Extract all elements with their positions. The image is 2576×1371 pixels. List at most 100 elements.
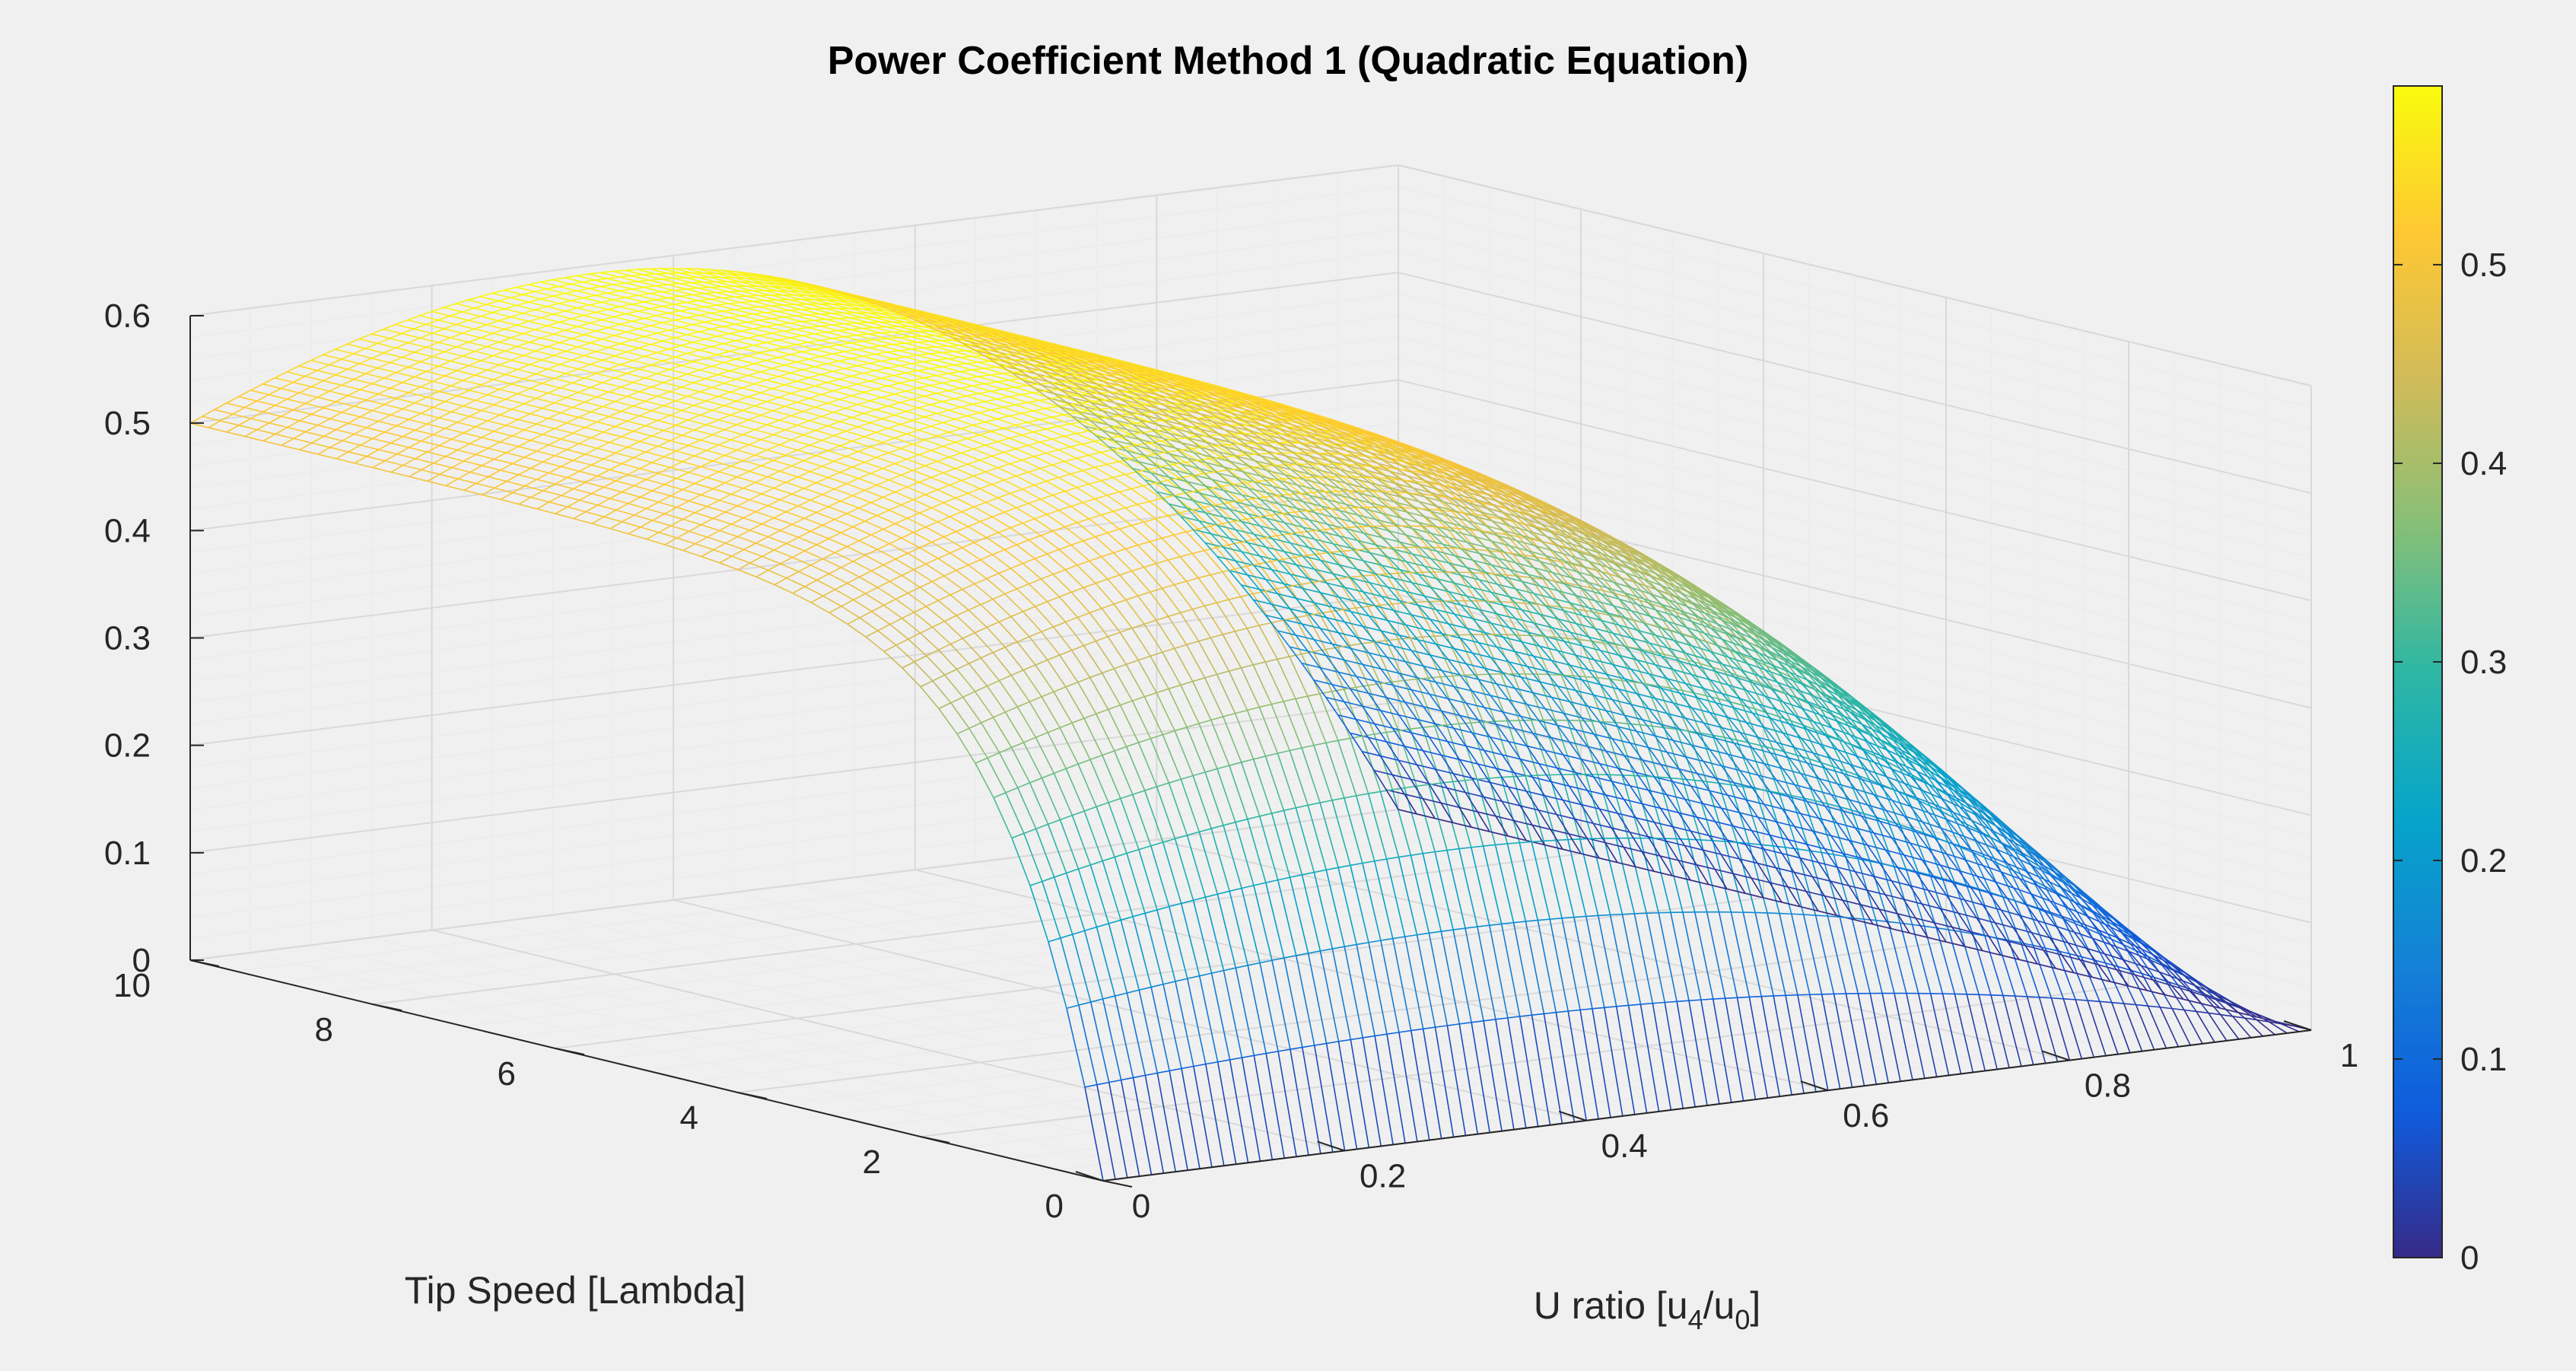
mesh-line: [591, 464, 610, 471]
mesh-line: [908, 638, 927, 657]
mesh-line: [649, 279, 668, 285]
mesh-line: [765, 300, 784, 306]
mesh-line: [597, 475, 616, 482]
mesh-line: [680, 326, 699, 332]
mesh-line: [1023, 833, 1043, 882]
mesh-line: [907, 486, 926, 495]
mesh-line: [316, 370, 336, 376]
mesh-line: [664, 513, 683, 520]
mesh-line: [681, 386, 701, 393]
mesh-line: [828, 538, 848, 548]
grid-minor: [235, 819, 1445, 972]
mesh-line: [1162, 651, 1181, 686]
mesh-line: [771, 317, 790, 324]
mesh-line: [809, 397, 828, 404]
mesh-line: [226, 402, 245, 409]
mesh-line: [1058, 549, 1078, 566]
mesh-line: [730, 465, 750, 472]
mesh-line: [882, 441, 902, 450]
mesh-line: [972, 369, 991, 376]
mesh-line: [444, 307, 463, 313]
mesh-line: [1385, 858, 1406, 937]
mesh-line: [2086, 928, 2107, 964]
mesh-line: [1131, 571, 1151, 593]
mesh-line: [1101, 556, 1121, 576]
mesh-line: [948, 390, 967, 397]
mesh-line: [589, 288, 608, 294]
mesh-line: [758, 306, 778, 313]
mesh-line: [1410, 728, 1430, 785]
mesh-line: [680, 345, 700, 351]
mesh-line: [735, 340, 754, 346]
mesh-line: [821, 415, 840, 422]
mesh-line: [771, 305, 790, 311]
mesh-line: [1022, 523, 1042, 536]
mesh-line: [784, 429, 804, 436]
mesh-line: [407, 319, 427, 326]
mesh-line: [954, 380, 973, 386]
mesh-line: [1319, 693, 1339, 741]
mesh-line: [905, 390, 925, 397]
mesh-line: [667, 297, 687, 304]
mesh-line: [826, 363, 845, 370]
mesh-line: [978, 361, 997, 368]
mesh-line: [494, 487, 514, 494]
mesh-line: [686, 317, 705, 323]
grid-minor: [828, 963, 2038, 1115]
mesh-line: [1041, 696, 1061, 728]
mesh-line: [1185, 531, 1205, 552]
mesh-line: [1247, 819, 1267, 883]
mesh-line: [846, 546, 866, 556]
mesh-line: [541, 317, 560, 323]
mesh-line: [1029, 885, 1049, 943]
mesh-line: [463, 432, 482, 438]
mesh-line: [1131, 628, 1151, 657]
mesh-line: [663, 382, 682, 388]
mesh-line: [269, 422, 288, 428]
mesh-line: [833, 412, 852, 418]
mesh-line: [688, 419, 707, 426]
mesh-line: [1270, 514, 1290, 535]
mesh-line: [1277, 752, 1297, 809]
mesh-line: [858, 478, 877, 486]
mesh-line: [573, 517, 593, 524]
mesh-line: [1101, 608, 1121, 633]
mesh-line: [1076, 487, 1096, 500]
mesh-line: [1216, 768, 1236, 822]
mesh-line: [311, 442, 331, 448]
mesh-line: [1495, 1019, 1515, 1130]
mesh-line: [705, 357, 724, 364]
mesh-line: [1070, 505, 1090, 520]
mesh-line: [619, 306, 638, 312]
mesh-line: [919, 547, 939, 559]
mesh-line: [758, 320, 778, 326]
mesh-line: [803, 517, 823, 526]
mesh-line: [813, 332, 833, 339]
mesh-line: [675, 356, 694, 363]
mesh-line: [905, 372, 924, 379]
mesh-line: [553, 355, 573, 361]
mesh-line: [900, 474, 920, 483]
mesh-line: [960, 428, 980, 436]
mesh-line: [1204, 507, 1223, 524]
mesh-line: [1046, 601, 1067, 623]
mesh-line: [724, 482, 744, 489]
mesh-line: [652, 520, 671, 526]
mesh-line: [796, 361, 816, 367]
mesh-line: [723, 326, 742, 332]
grid-major: [1398, 701, 2312, 924]
mesh-line: [311, 413, 330, 420]
mesh-line: [857, 426, 876, 434]
mesh-line: [844, 323, 863, 329]
mesh-line: [1053, 773, 1073, 816]
mesh-line: [317, 453, 337, 460]
mesh-line: [918, 429, 937, 437]
mesh-line: [627, 396, 646, 402]
mesh-line: [1253, 885, 1273, 961]
mesh-line: [528, 284, 547, 290]
mesh-line: [851, 395, 870, 402]
mesh-line: [679, 282, 698, 289]
mesh-line: [735, 323, 754, 329]
mesh-line: [827, 450, 847, 457]
mesh-line: [1111, 426, 1131, 435]
